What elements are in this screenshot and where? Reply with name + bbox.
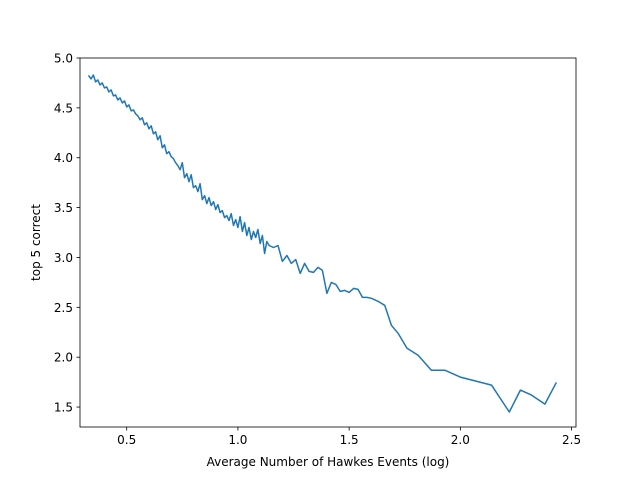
y-tick-label: 4.0 bbox=[54, 151, 73, 165]
x-tick-label: 2.0 bbox=[451, 433, 470, 447]
y-tick-label: 1.5 bbox=[54, 401, 73, 415]
series-line-0 bbox=[87, 74, 558, 413]
x-axis: 0.5 1.0 1.5 2.0 2.5 bbox=[117, 427, 581, 447]
x-tick-label: 1.5 bbox=[340, 433, 359, 447]
y-tick-label: 5.0 bbox=[54, 52, 73, 66]
x-axis-label: Average Number of Hawkes Events (log) bbox=[207, 455, 450, 469]
y-tick-label: 3.0 bbox=[54, 251, 73, 265]
y-tick-label: 2.5 bbox=[54, 301, 73, 315]
y-tick-label: 2.0 bbox=[54, 351, 73, 365]
x-tick-label: 1.0 bbox=[228, 433, 247, 447]
x-tick-label: 2.5 bbox=[562, 433, 581, 447]
data-layer bbox=[87, 74, 558, 413]
y-axis: 1.5 2.0 2.5 3.0 3.5 4.0 4.5 5.0 bbox=[54, 52, 80, 415]
plot-background bbox=[80, 58, 576, 427]
y-axis-label: top 5 correct bbox=[29, 204, 43, 281]
y-tick-label: 3.5 bbox=[54, 201, 73, 215]
x-tick-label: 0.5 bbox=[117, 433, 136, 447]
y-tick-label: 4.5 bbox=[54, 101, 73, 115]
plot-frame bbox=[79, 57, 577, 428]
